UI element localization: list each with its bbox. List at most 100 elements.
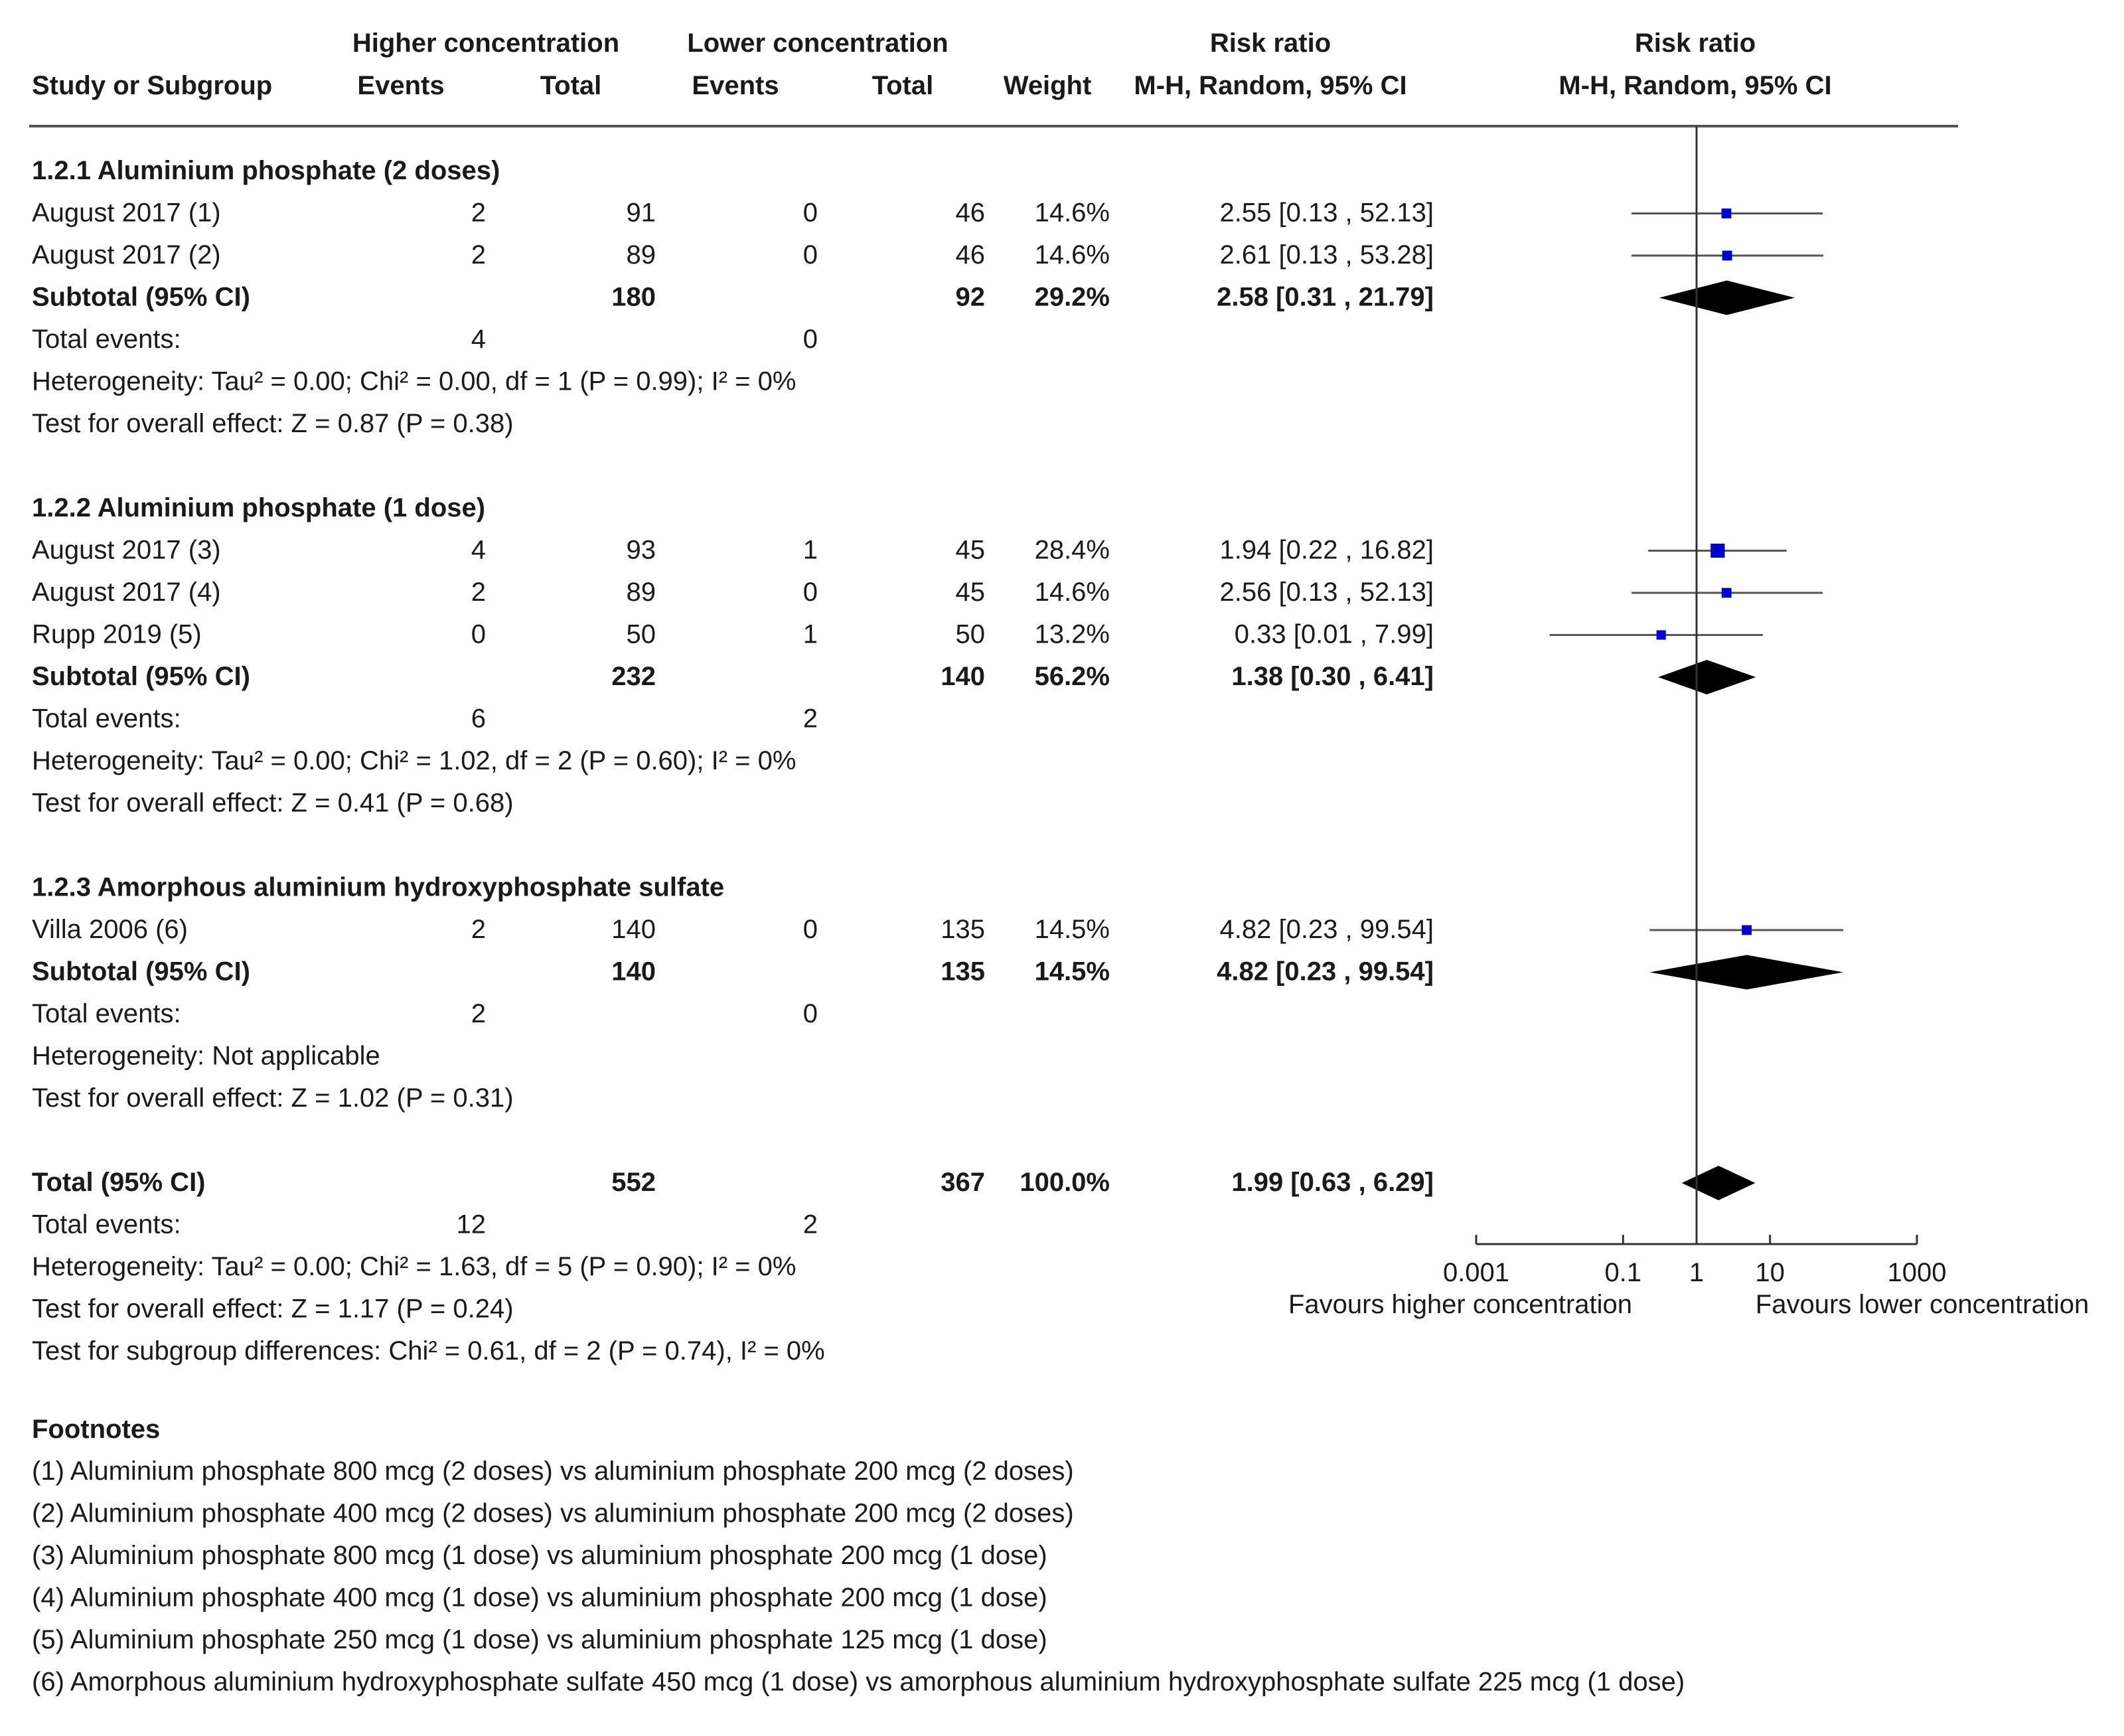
header-total-1: Total — [540, 71, 602, 100]
events-higher: 2 — [471, 240, 486, 270]
ci-value: 4.82 [0.23 , 99.54] — [1220, 915, 1434, 944]
footnote: (1) Aluminium phosphate 800 mcg (2 doses… — [32, 1457, 1074, 1486]
pooled-diamond — [1649, 955, 1844, 990]
x-tick-label: 0.1 — [1605, 1258, 1642, 1287]
row-label: August 2017 (1) — [32, 198, 221, 228]
header-method-table: M-H, Random, 95% CI — [1134, 71, 1406, 100]
header-method-plot: M-H, Random, 95% CI — [1558, 71, 1831, 100]
footnote: (2) Aluminium phosphate 400 mcg (2 doses… — [32, 1499, 1074, 1528]
pooled-diamond — [1681, 1166, 1756, 1200]
plot-area: 0.001 0.1 1 10 1000 Favours higher concentrat… — [1288, 126, 2089, 1319]
row-label: 1.2.3 Amorphous aluminium hydroxyphospha… — [32, 873, 724, 902]
events-higher: 2 — [471, 915, 486, 944]
total-lower: 140 — [941, 662, 985, 691]
pooled-diamond — [1658, 660, 1756, 694]
events-lower: 0 — [803, 915, 818, 944]
weight-value: 14.5% — [1035, 915, 1110, 944]
weight-value: 28.4% — [1035, 536, 1110, 565]
header-group1: Higher concentration — [352, 29, 619, 58]
weight-value: 100.0% — [1020, 1168, 1110, 1197]
weight-value: 14.6% — [1035, 198, 1110, 228]
row-label: Subtotal (95% CI) — [32, 957, 250, 986]
x-tick-label: 10 — [1755, 1258, 1785, 1287]
header-rr-plot: Risk ratio — [1635, 29, 1756, 58]
row-label: Total events: — [32, 704, 181, 734]
weight-value: 14.5% — [1035, 957, 1110, 986]
total-higher: 50 — [627, 620, 656, 649]
row-label: Test for subgroup differences: Chi² = 0.… — [32, 1336, 825, 1366]
row-label: August 2017 (4) — [32, 578, 221, 607]
total-higher: 91 — [627, 198, 656, 228]
x-tick-label: 0.001 — [1443, 1258, 1509, 1287]
events-higher: 2 — [471, 999, 486, 1028]
header-events-2: Events — [692, 71, 779, 100]
events-lower: 0 — [803, 999, 818, 1028]
events-higher: 0 — [471, 620, 486, 649]
total-higher: 180 — [611, 283, 656, 312]
row-label: Test for overall effect: Z = 1.02 (P = 0… — [32, 1083, 514, 1113]
row-label: Total (95% CI) — [32, 1168, 206, 1197]
row-label: Total events: — [32, 325, 181, 354]
effect-square — [1721, 588, 1732, 598]
ci-value: 2.61 [0.13 , 53.28] — [1220, 240, 1434, 270]
events-lower: 0 — [803, 325, 818, 354]
header-group2: Lower concentration — [687, 29, 948, 58]
x-tick-label: 1000 — [1888, 1258, 1947, 1287]
row-label: Rupp 2019 (5) — [32, 620, 202, 649]
table-area: Higher concentration Lower concentration R… — [29, 29, 1958, 1366]
row-label: Villa 2006 (6) — [32, 915, 188, 944]
events-lower: 0 — [803, 240, 818, 270]
weight-value: 13.2% — [1035, 620, 1110, 649]
events-lower: 2 — [803, 704, 818, 734]
effect-square — [1656, 630, 1666, 640]
total-higher: 552 — [611, 1168, 656, 1197]
row-label: 1.2.2 Aluminium phosphate (1 dose) — [32, 493, 485, 522]
events-lower: 1 — [803, 536, 818, 565]
weight-value: 56.2% — [1035, 662, 1110, 691]
favours-right-label: Favours lower concentration — [1756, 1290, 2089, 1319]
footnote: (5) Aluminium phosphate 250 mcg (1 dose)… — [32, 1625, 1047, 1654]
row-label: August 2017 (2) — [32, 240, 221, 270]
row-label: Test for overall effect: Z = 0.87 (P = 0… — [32, 409, 514, 438]
total-lower: 50 — [956, 620, 986, 649]
total-lower: 46 — [956, 240, 986, 270]
header-rr-table: Risk ratio — [1210, 29, 1331, 58]
total-lower: 135 — [941, 915, 985, 944]
events-higher: 4 — [471, 536, 486, 565]
total-lower: 45 — [956, 536, 986, 565]
events-higher: 2 — [471, 578, 486, 607]
footnote: (4) Aluminium phosphate 400 mcg (1 dose)… — [32, 1583, 1047, 1613]
footnote: (6) Amorphous aluminium hydroxyphosphate… — [32, 1668, 1685, 1697]
total-higher: 93 — [627, 536, 656, 565]
row-label: Test for overall effect: Z = 1.17 (P = 0… — [32, 1295, 514, 1324]
pooled-diamond — [1659, 280, 1795, 315]
favours-left-label: Favours higher concentration — [1288, 1290, 1632, 1319]
weight-value: 14.6% — [1035, 240, 1110, 270]
ci-value: 1.94 [0.22 , 16.82] — [1220, 536, 1434, 565]
total-higher: 140 — [611, 915, 656, 944]
total-higher: 232 — [611, 662, 656, 691]
weight-value: 29.2% — [1035, 283, 1110, 312]
effect-square — [1742, 925, 1752, 935]
events-lower: 2 — [803, 1210, 818, 1239]
header-events-1: Events — [357, 71, 444, 100]
row-label: Heterogeneity: Tau² = 0.00; Chi² = 0.00,… — [32, 367, 796, 396]
events-lower: 0 — [803, 198, 818, 228]
ci-value: 2.56 [0.13 , 52.13] — [1220, 578, 1434, 607]
ci-value: 1.99 [0.63 , 6.29] — [1231, 1168, 1434, 1197]
total-higher: 89 — [627, 578, 656, 607]
effect-square — [1722, 250, 1732, 261]
footnotes-title: Footnotes — [32, 1415, 160, 1444]
total-lower: 92 — [956, 283, 986, 312]
row-label: Total events: — [32, 999, 181, 1028]
events-lower: 0 — [803, 578, 818, 607]
ci-value: 0.33 [0.01 , 7.99] — [1235, 620, 1434, 649]
ci-value: 2.55 [0.13 , 52.13] — [1220, 198, 1434, 228]
row-label: Heterogeneity: Not applicable — [32, 1042, 380, 1071]
x-tick-label: 1 — [1689, 1258, 1704, 1287]
total-lower: 367 — [941, 1168, 985, 1197]
ci-value: 4.82 [0.23 , 99.54] — [1217, 957, 1434, 986]
effect-square — [1710, 543, 1725, 558]
ci-value: 1.38 [0.30 , 6.41] — [1231, 662, 1434, 691]
header-weight: Weight — [1004, 71, 1092, 100]
